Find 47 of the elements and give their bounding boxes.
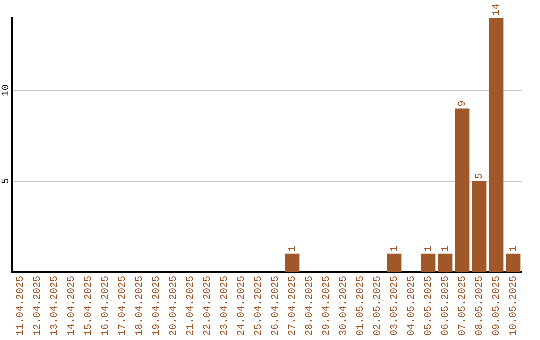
x-tick-label: 09.05.2025 — [492, 276, 504, 336]
x-tick-label: 22.04.2025 — [203, 276, 214, 336]
x-tick-label: 06.05.2025 — [441, 276, 452, 336]
data-label: 1 — [441, 246, 452, 252]
y-tick-label: 10 — [2, 84, 13, 97]
x-tick-label: 17.04.2025 — [118, 276, 130, 336]
data-label: 1 — [424, 246, 436, 252]
data-label: 1 — [288, 246, 300, 252]
x-tick-label: 24.04.2025 — [237, 276, 248, 336]
x-tick-label: 10.05.2025 — [509, 276, 520, 336]
bar — [438, 254, 453, 272]
x-tick-label: 03.05.2025 — [390, 276, 402, 336]
x-tick-label: 04.05.2025 — [407, 276, 418, 336]
x-tick-label: 27.04.2025 — [288, 276, 300, 336]
x-tick-label: 20.04.2025 — [169, 276, 180, 336]
x-tick-label: 30.04.2025 — [339, 276, 350, 336]
data-label: 5 — [475, 173, 486, 180]
data-label: 1 — [390, 246, 402, 252]
x-tick-label: 14.04.2025 — [67, 276, 78, 336]
bar — [387, 254, 402, 272]
x-tick-label: 25.04.2025 — [254, 276, 266, 336]
x-tick-label: 15.04.2025 — [84, 276, 96, 336]
x-tick-label: 18.04.2025 — [135, 276, 146, 336]
data-label: 14 — [492, 4, 504, 16]
x-tick-label: 29.04.2025 — [322, 276, 334, 336]
x-tick-label: 26.04.2025 — [271, 276, 282, 336]
bar — [506, 254, 521, 272]
x-tick-label: 28.04.2025 — [305, 276, 316, 336]
x-tick-label: 13.04.2025 — [50, 276, 62, 336]
bar — [489, 18, 504, 272]
bar — [455, 108, 470, 272]
x-tick-label: 11.04.2025 — [16, 276, 28, 336]
x-tick-label: 05.05.2025 — [424, 276, 436, 336]
x-tick-label: 12.04.2025 — [33, 276, 44, 336]
bar — [285, 254, 300, 272]
bar — [421, 254, 436, 272]
x-tick-label: 23.04.2025 — [220, 276, 232, 336]
data-label: 1 — [509, 246, 520, 252]
x-tick-label: 07.05.2025 — [458, 276, 470, 336]
x-tick-label: 01.05.2025 — [356, 276, 368, 336]
data-label: 9 — [458, 100, 470, 107]
x-tick-label: 16.04.2025 — [101, 276, 112, 336]
x-tick-label: 08.05.2025 — [475, 276, 486, 336]
x-tick-label: 02.05.2025 — [373, 276, 384, 336]
x-tick-label: 21.04.2025 — [186, 276, 198, 336]
x-tick-label: 19.04.2025 — [152, 276, 164, 336]
bar — [472, 181, 487, 272]
